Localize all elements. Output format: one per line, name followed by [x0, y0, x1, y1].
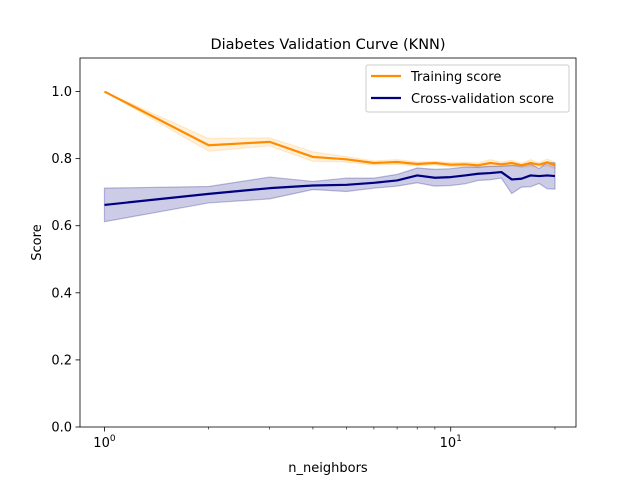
y-tick-label: 0.4 [51, 286, 72, 301]
legend: Training score Cross-validation score [365, 64, 570, 113]
y-axis: 0.0 0.2 0.4 0.6 0.8 1.0 [51, 85, 80, 436]
x-axis-label: n_neighbors [288, 461, 368, 476]
y-tick-label: 0.2 [51, 353, 72, 368]
chart-title: Diabetes Validation Curve (KNN) [210, 37, 445, 53]
legend-label-cross-validation: Cross-validation score [411, 92, 554, 107]
legend-box [365, 64, 570, 113]
series-lines [103, 90, 556, 207]
y-tick-label: 0.0 [51, 421, 72, 436]
y-axis-label: Score [30, 224, 45, 260]
y-tick-label: 1.0 [51, 85, 72, 100]
y-tick-label: 0.8 [51, 152, 72, 167]
plot-frame [79, 57, 577, 428]
plot-area [103, 90, 556, 223]
y-tick-label: 0.6 [51, 219, 72, 234]
line-cross-validation [104, 170, 556, 207]
legend-label-training: Training score [410, 70, 501, 85]
x-axis: 100 101 [93, 427, 556, 451]
line-training [103, 90, 556, 167]
x-tick-label: 101 [440, 434, 462, 451]
x-tick-label: 100 [93, 434, 116, 451]
